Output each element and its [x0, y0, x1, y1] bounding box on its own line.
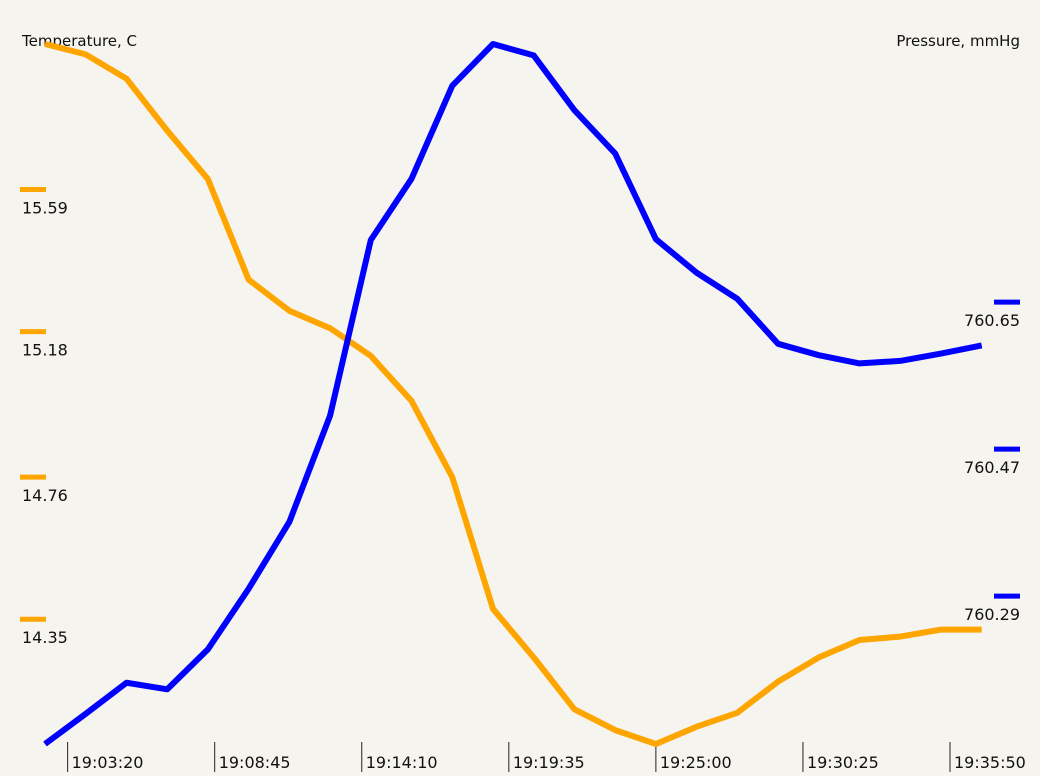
x-tick-label: 19:25:00 [660, 753, 732, 772]
series-layer [43, 41, 983, 747]
temperature-series-line [44, 41, 982, 747]
x-tick-label: 19:35:50 [954, 753, 1026, 772]
x-tick-label: 19:30:25 [807, 753, 879, 772]
x-tick-label: 19:19:35 [513, 753, 585, 772]
x-tick-label: 19:03:20 [72, 753, 144, 772]
pressure-series-line [43, 41, 983, 747]
x-tick-label: 19:14:10 [366, 753, 438, 772]
left-tick-label: 14.35 [22, 628, 68, 647]
x-axis-ticks: 19:03:20 19:08:45 19:14:10 19:19:35 19:25:00… [67, 742, 1026, 772]
right-tick-label: 760.65 [964, 311, 1020, 330]
x-tick-label: 19:08:45 [219, 753, 291, 772]
right-axis-ticks: 760.65 760.47 760.29 [964, 299, 1020, 624]
left-tick-label: 15.59 [22, 199, 68, 218]
right-axis-title: Pressure, mmHg [896, 32, 1020, 50]
left-axis-ticks: 15.59 15.18 14.76 14.35 [20, 187, 68, 647]
left-tick-label: 15.18 [22, 341, 68, 360]
left-axis-title: Temperature, C [21, 32, 137, 50]
left-tick-label: 14.76 [22, 486, 68, 505]
right-tick-label: 760.47 [964, 458, 1020, 477]
right-tick-label: 760.29 [964, 605, 1020, 624]
